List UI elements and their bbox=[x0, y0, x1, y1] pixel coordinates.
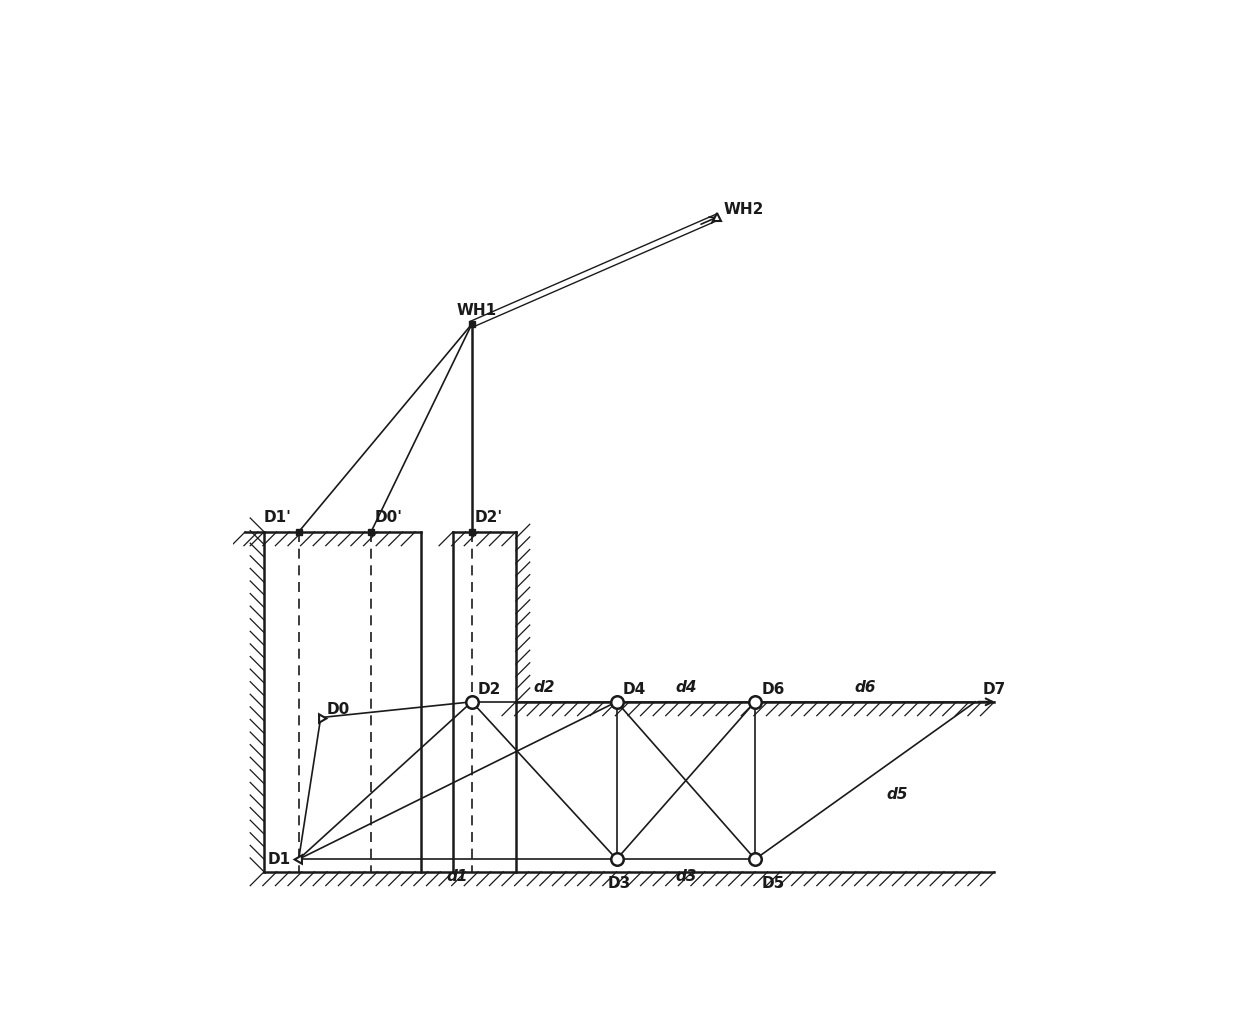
Text: d6: d6 bbox=[854, 681, 875, 695]
Text: D6: D6 bbox=[761, 683, 785, 697]
Text: d3: d3 bbox=[675, 870, 697, 884]
Text: d5: d5 bbox=[887, 787, 908, 802]
Text: D4: D4 bbox=[622, 683, 646, 697]
Text: D0': D0' bbox=[374, 510, 402, 525]
Text: d1: d1 bbox=[446, 870, 469, 884]
Text: WH2: WH2 bbox=[724, 202, 764, 217]
Text: D1': D1' bbox=[264, 510, 291, 525]
Text: D2': D2' bbox=[475, 510, 503, 525]
Text: D7: D7 bbox=[983, 683, 1007, 697]
Text: D5: D5 bbox=[761, 876, 785, 890]
Text: D0: D0 bbox=[327, 702, 350, 717]
Text: D1: D1 bbox=[267, 852, 290, 868]
Text: WH1: WH1 bbox=[456, 303, 496, 318]
Text: D2: D2 bbox=[479, 683, 501, 697]
Text: D3: D3 bbox=[608, 876, 630, 890]
Text: d2: d2 bbox=[533, 681, 556, 695]
Text: d4: d4 bbox=[675, 681, 697, 695]
